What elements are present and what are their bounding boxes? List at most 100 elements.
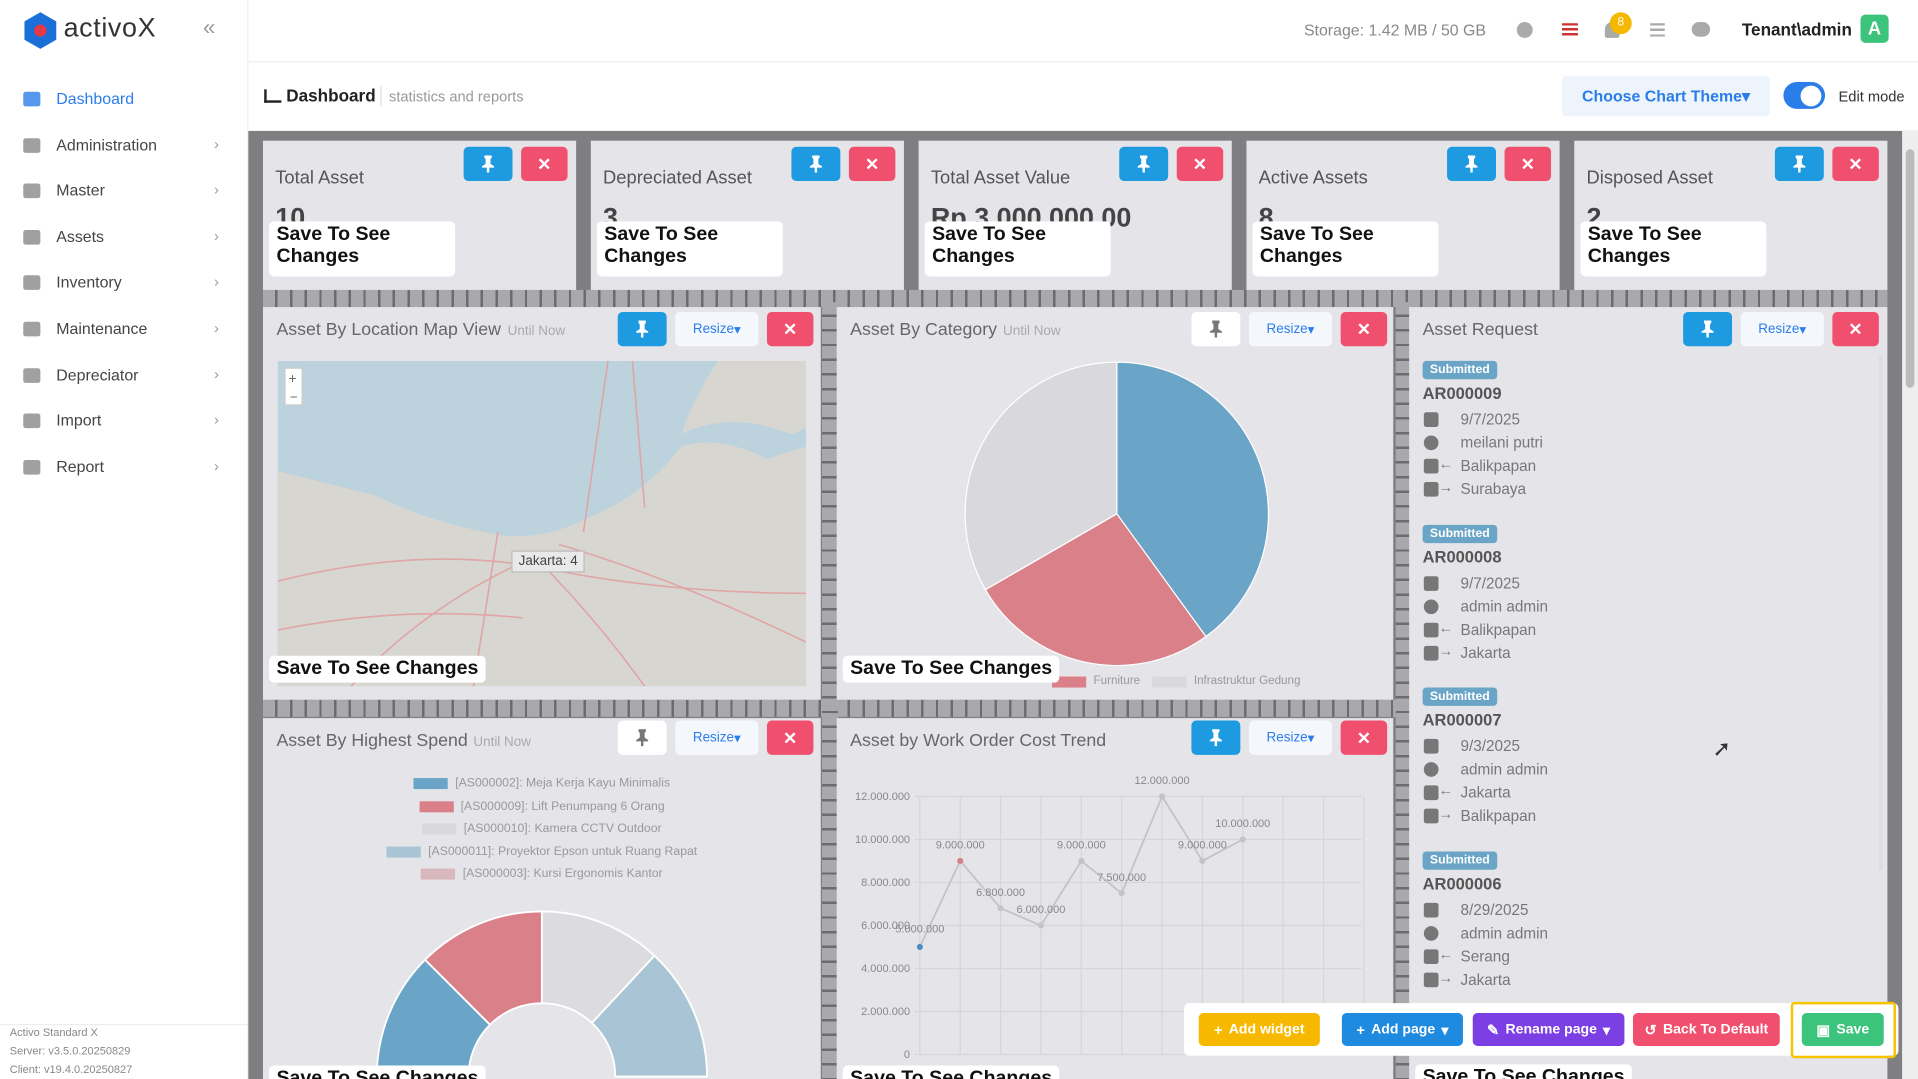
pin-button[interactable]: [1191, 311, 1241, 347]
menu-item[interactable]: Report: [56, 457, 105, 476]
pin-shape: [809, 155, 822, 173]
sidebar-footer-border: [0, 1023, 248, 1026]
close-button[interactable]: ✕: [521, 146, 568, 182]
pin-button[interactable]: [1191, 720, 1241, 755]
toolbar-button[interactable]: ✎ Rename page ▾: [1472, 1012, 1625, 1046]
point: [997, 905, 1004, 912]
to-icon: [1423, 808, 1439, 824]
widget-title: Asset By Highest Spend: [276, 731, 468, 752]
toolbar-button[interactable]: + Add widget: [1198, 1012, 1320, 1046]
direction-arrow: ←: [1438, 619, 1454, 637]
legend-label: [AS000003]: Kursi Ergonomis Kantor: [462, 867, 663, 881]
flag-icon[interactable]: [1562, 23, 1578, 36]
menu-icon: [23, 138, 41, 153]
list-icon[interactable]: [1650, 23, 1665, 37]
menu-item[interactable]: Import: [56, 411, 102, 430]
value-label: 9.000.000: [1057, 840, 1106, 852]
menu-item[interactable]: Administration: [56, 135, 158, 155]
legend-row: [AS000002]: Meja Kerja Kayu Minimalis: [263, 777, 821, 790]
save-overlay: Save To See Changes: [842, 1065, 1060, 1079]
button-label: Add widget: [1228, 1022, 1305, 1037]
map-road: [582, 360, 609, 533]
pin-shape: [636, 320, 649, 338]
close-button[interactable]: ✕: [1832, 311, 1879, 347]
direction-arrow: →: [1438, 642, 1454, 660]
map-road: [558, 543, 807, 643]
close-button[interactable]: ✕: [1340, 720, 1388, 755]
menu-icon: [23, 275, 41, 290]
menu-item[interactable]: Inventory: [56, 272, 122, 292]
resize-button[interactable]: Resize ▾: [1248, 311, 1333, 347]
widget: ✕ Total Asset 10 Save To See Changes: [262, 140, 577, 290]
close-button[interactable]: ✕: [1832, 146, 1879, 182]
value-label: 9.000.000: [1178, 840, 1227, 852]
chat-icon[interactable]: [1691, 22, 1711, 37]
widget-title: Asset Request: [1422, 320, 1538, 341]
until-now: Until Now: [473, 735, 531, 750]
direction-arrow: ←: [1438, 455, 1454, 473]
pin-button[interactable]: [1774, 146, 1824, 182]
point: [1199, 857, 1206, 864]
menu-item[interactable]: Assets: [56, 227, 104, 246]
to-icon: [1423, 482, 1439, 497]
pin-button[interactable]: [791, 146, 841, 182]
logo-icon: [24, 12, 57, 49]
resize-label: Resize: [1266, 321, 1308, 337]
pin-button[interactable]: [617, 311, 667, 347]
direction-arrow: →: [1438, 804, 1454, 823]
toolbar-button[interactable]: ↺ Back To Default: [1632, 1012, 1780, 1046]
save-overlay: Save To See Changes: [1252, 221, 1439, 277]
save-overlay: Save To See Changes: [269, 1065, 486, 1079]
save-overlay: Save To See Changes: [842, 655, 1060, 683]
close-button[interactable]: ✕: [848, 146, 896, 182]
resize-button[interactable]: Resize ▾: [675, 311, 759, 347]
menu-item[interactable]: Depreciator: [56, 365, 139, 385]
resize-button[interactable]: Resize ▾: [1740, 311, 1824, 347]
close-button[interactable]: ✕: [1504, 146, 1552, 182]
resize-button[interactable]: Resize ▾: [1248, 720, 1333, 755]
pin-button[interactable]: [463, 146, 513, 182]
map-road: [277, 612, 523, 631]
map: +−: [277, 360, 807, 687]
legend-swatch: [413, 778, 448, 790]
menu-icon: [23, 459, 41, 475]
donut-chart: [375, 910, 708, 1078]
menu-item[interactable]: Master: [56, 181, 105, 200]
collapse-button[interactable]: «: [203, 14, 216, 40]
map-land: [681, 360, 807, 435]
close-button[interactable]: ✕: [766, 311, 814, 347]
save-overlay: Save To See Changes: [269, 221, 456, 277]
user-icon: [1423, 926, 1439, 941]
pin-button[interactable]: [617, 720, 667, 755]
close-button[interactable]: ✕: [1176, 146, 1224, 182]
menu-item[interactable]: Maintenance: [56, 319, 148, 338]
date-icon: [1423, 576, 1439, 591]
toolbar-button[interactable]: ▣ Save: [1801, 1012, 1884, 1046]
button-icon: +: [1214, 1020, 1223, 1039]
legend-swatch: [419, 800, 454, 812]
help-icon[interactable]: [1516, 22, 1533, 38]
close-button[interactable]: ✕: [1340, 311, 1388, 347]
direction-arrow: ←: [1438, 781, 1454, 799]
theme-button[interactable]: Choose Chart Theme ▾: [1562, 75, 1770, 117]
pin-button[interactable]: [1119, 146, 1169, 182]
avatar[interactable]: A: [1860, 14, 1889, 43]
pin-button[interactable]: [1447, 146, 1496, 182]
save-overlay: Save To See Changes: [596, 221, 783, 277]
card-title: Disposed Asset: [1586, 167, 1713, 189]
request-id: AR000009: [1422, 384, 1502, 403]
close-button[interactable]: ✕: [766, 720, 814, 755]
theme-button-label: Choose Chart Theme: [1582, 86, 1742, 106]
menu-chevron: ›: [214, 135, 219, 153]
save-overlay: Save To See Changes: [1415, 1064, 1632, 1079]
pin-icon: [481, 155, 495, 173]
point: [1239, 836, 1246, 843]
menu-item[interactable]: Dashboard: [56, 89, 135, 108]
widget-title: Asset By Location Map View: [276, 320, 501, 341]
resize-button[interactable]: Resize ▾: [675, 720, 759, 755]
request-user: meilani putri: [1460, 434, 1543, 452]
point: [916, 943, 923, 951]
pin-button[interactable]: [1683, 311, 1733, 347]
toolbar-button[interactable]: + Add page ▾: [1341, 1012, 1463, 1046]
pin-icon: [1209, 729, 1222, 747]
